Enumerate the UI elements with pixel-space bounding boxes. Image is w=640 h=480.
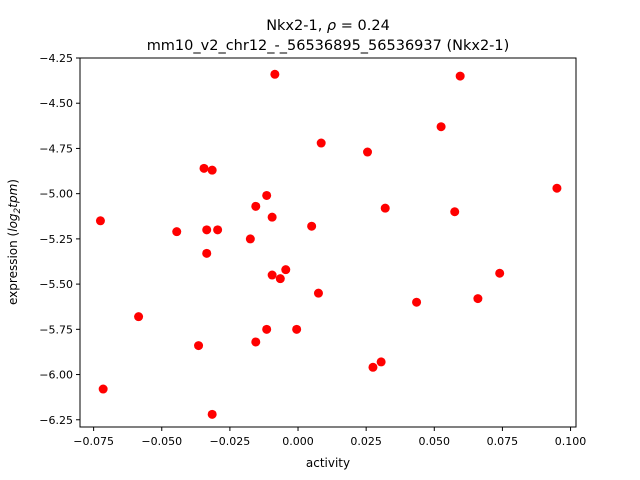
data-point [134,312,144,322]
data-point [368,362,378,372]
y-axis-ticks: −4.25 −4.50 −4.75 −5.00 −5.25 −5.50 −5.75 −6.00… [39,52,80,427]
data-point [473,294,483,304]
data-point [495,268,505,278]
y-axis-label-log: log [6,213,20,232]
y-tick-label: −5.50 [39,278,73,291]
x-tick-label: −0.025 [210,435,251,448]
y-tick-label: −5.25 [39,233,73,246]
data-point [213,225,223,235]
data-point [450,207,460,217]
y-tick-label: −5.75 [39,323,73,336]
data-point [262,190,272,200]
x-axis-label: activity [306,456,350,470]
x-tick-label: 0.075 [487,435,519,448]
data-point [207,165,217,175]
y-axis-label-subscript: 2 [13,207,23,213]
y-tick-label: −4.75 [39,142,73,155]
y-tick-label: −4.25 [39,52,73,65]
data-point [307,221,317,231]
data-point [267,212,277,222]
data-point [313,288,323,298]
x-tick-label: 0.050 [419,435,451,448]
data-point [412,297,422,307]
data-point [202,225,212,235]
chart-title-rho-symbol: ρ [327,18,337,34]
data-point [376,357,386,367]
data-point [267,270,277,280]
y-tick-label: −6.00 [39,369,73,382]
scatter-points [95,69,562,419]
y-tick-label: −4.50 [39,97,73,110]
y-axis-label-tpm: tpm [6,184,20,208]
x-axis-ticks: −0.075 −0.050 −0.025 0.000 0.025 0.050 0.075 0.… [73,427,586,448]
data-point [207,409,217,419]
data-point [363,147,373,157]
data-point [316,138,326,148]
chart-title-rho-value: = 0.24 [336,18,390,34]
data-point [380,203,390,213]
data-point [245,234,255,244]
data-point [251,337,261,347]
y-axis-label: expression (log2tpm) [6,179,23,305]
data-point [202,248,212,258]
chart-title-gene: Nkx2-1, [266,18,327,34]
x-tick-label: 0.025 [350,435,382,448]
data-point [95,216,105,226]
data-point [275,274,285,284]
x-tick-label: 0.100 [555,435,587,448]
x-tick-label: −0.075 [73,435,114,448]
data-point [281,265,291,275]
chart-title-line1: Nkx2-1, ρ = 0.24 [266,18,390,34]
data-point [270,69,280,79]
y-tick-label: −6.25 [39,414,73,427]
data-point [98,384,108,394]
data-point [552,183,562,193]
x-tick-label: −0.050 [141,435,182,448]
data-point [262,324,272,334]
x-tick-label: 0.000 [282,435,314,448]
y-axis-label-prefix: expression ( [6,232,20,305]
data-point [194,341,204,351]
plot-area-frame [79,57,577,428]
data-point [455,71,465,81]
y-axis-label-suffix: ) [6,179,20,184]
y-tick-label: −5.00 [39,188,73,201]
data-point [292,324,302,334]
data-point [436,122,446,132]
data-point [172,227,182,237]
data-point [251,201,261,211]
chart-title-line2: mm10_v2_chr12_-_56536895_56536937 (Nkx2-… [147,38,510,54]
data-point [199,163,209,173]
